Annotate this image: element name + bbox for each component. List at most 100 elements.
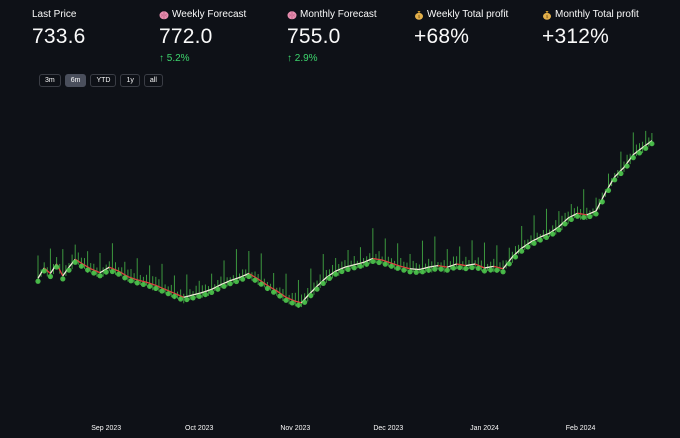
price-line-segment bbox=[295, 300, 299, 303]
price-line-segment bbox=[251, 274, 256, 278]
price-point bbox=[295, 302, 302, 308]
range-button-all[interactable]: all bbox=[143, 74, 163, 87]
price-line-segment bbox=[161, 287, 166, 290]
price-point bbox=[407, 269, 413, 275]
price-line-segment bbox=[508, 256, 513, 262]
price-point bbox=[109, 268, 116, 275]
price-point bbox=[283, 297, 289, 303]
price-line-segment bbox=[533, 238, 538, 241]
price-point bbox=[264, 285, 271, 292]
price-point bbox=[370, 258, 376, 265]
price-point bbox=[543, 234, 550, 241]
price-line-segment bbox=[143, 280, 147, 283]
metric-monthly-total-profit: $ Monthly Total profit +312% bbox=[542, 9, 639, 49]
price-point bbox=[605, 187, 612, 194]
price-point bbox=[91, 270, 97, 276]
money-bag-icon: $ bbox=[415, 10, 423, 20]
price-point bbox=[618, 170, 624, 177]
price-point bbox=[60, 276, 66, 282]
x-tick-label: Jan 2024 bbox=[470, 425, 499, 432]
price-point bbox=[599, 199, 605, 205]
price-point bbox=[568, 216, 574, 223]
price-point bbox=[258, 281, 264, 287]
price-line-segment bbox=[291, 299, 296, 302]
price-line-segment bbox=[189, 294, 194, 297]
metric-label-text: Last Price bbox=[32, 9, 77, 20]
price-line-segment bbox=[140, 280, 144, 283]
price-point bbox=[103, 269, 109, 275]
price-chart[interactable]: Sep 2023 Oct 2023 Nov 2023 Dec 2023 Jan 2024… bbox=[0, 88, 680, 438]
price-line-segment bbox=[456, 263, 460, 266]
price-point bbox=[649, 141, 655, 147]
price-point bbox=[227, 281, 233, 287]
price-line-segment bbox=[447, 265, 451, 268]
metric-label: Monthly Forecast bbox=[287, 9, 377, 20]
price-point bbox=[419, 269, 426, 275]
price-line-segment bbox=[341, 266, 346, 270]
price-line-segment bbox=[577, 212, 581, 215]
price-line-segment bbox=[236, 276, 240, 280]
price-point bbox=[525, 244, 531, 250]
metric-monthly-forecast: Monthly Forecast 755.0 ↑ 2.9% bbox=[287, 9, 377, 64]
price-line-segment bbox=[440, 265, 445, 268]
price-line-segment bbox=[37, 272, 42, 279]
range-button-ytd[interactable]: YTD bbox=[90, 74, 117, 87]
price-line-segment bbox=[626, 158, 631, 164]
price-line-segment bbox=[183, 295, 187, 298]
price-line-segment bbox=[378, 258, 383, 261]
brain-icon bbox=[287, 10, 297, 19]
price-line-segment bbox=[586, 212, 591, 216]
price-line-segment bbox=[195, 292, 200, 295]
metric-label: $ Weekly Total profit bbox=[414, 9, 508, 20]
price-line-segment bbox=[115, 269, 119, 272]
price-line-segment bbox=[574, 212, 578, 216]
price-line-segment bbox=[419, 268, 423, 271]
brain-icon bbox=[159, 10, 169, 19]
price-line-segment bbox=[645, 142, 650, 146]
price-line-segment bbox=[46, 270, 51, 275]
price-line-segment bbox=[540, 235, 544, 238]
price-point bbox=[134, 280, 140, 286]
price-line-segment bbox=[570, 214, 575, 218]
price-line-segment bbox=[366, 259, 371, 262]
range-button-6m[interactable]: 6m bbox=[64, 74, 87, 87]
price-line-segment bbox=[99, 270, 104, 274]
price-point bbox=[556, 227, 562, 233]
price-line-segment bbox=[434, 264, 439, 267]
price-point bbox=[221, 283, 227, 289]
metric-value: +68% bbox=[414, 25, 470, 48]
price-line-segment bbox=[444, 266, 448, 268]
metric-value: 733.6 bbox=[32, 25, 86, 48]
x-tick-label: Dec 2023 bbox=[373, 425, 403, 432]
price-line-segment bbox=[263, 282, 268, 286]
price-points-layer bbox=[35, 141, 655, 308]
price-point bbox=[481, 268, 488, 274]
price-point bbox=[35, 278, 41, 284]
price-line-segment bbox=[202, 290, 206, 294]
price-point bbox=[395, 265, 401, 271]
x-axis: Sep 2023 Oct 2023 Nov 2023 Dec 2023 Jan 2024… bbox=[91, 425, 595, 432]
price-line-segment bbox=[223, 281, 228, 284]
price-line-segment bbox=[192, 293, 197, 296]
price-point bbox=[364, 261, 370, 267]
range-button-1y[interactable]: 1y bbox=[120, 74, 140, 87]
price-line-segment bbox=[146, 281, 150, 284]
price-line-segment bbox=[239, 275, 243, 279]
price-line-segment bbox=[363, 260, 367, 264]
price-line-segment bbox=[329, 272, 333, 276]
price-line-segment bbox=[288, 298, 293, 301]
price-line-segment bbox=[589, 211, 594, 215]
price-line-segment bbox=[350, 264, 355, 267]
metric-last-price: Last Price 733.6 bbox=[32, 9, 86, 49]
price-line-segment bbox=[62, 271, 67, 277]
price-line-segment bbox=[167, 290, 172, 293]
price-line-segment bbox=[96, 270, 101, 274]
price-line-segment bbox=[502, 264, 507, 270]
range-button-3m[interactable]: 3m bbox=[39, 74, 61, 87]
range-selector: 3m 6m YTD 1y all bbox=[39, 74, 163, 87]
metric-label-text: Weekly Total profit bbox=[427, 9, 509, 20]
metric-label-text: Monthly Forecast bbox=[300, 9, 377, 20]
money-bag-icon: $ bbox=[543, 10, 551, 20]
price-line-segment bbox=[49, 268, 55, 274]
price-line-segment bbox=[90, 268, 95, 271]
